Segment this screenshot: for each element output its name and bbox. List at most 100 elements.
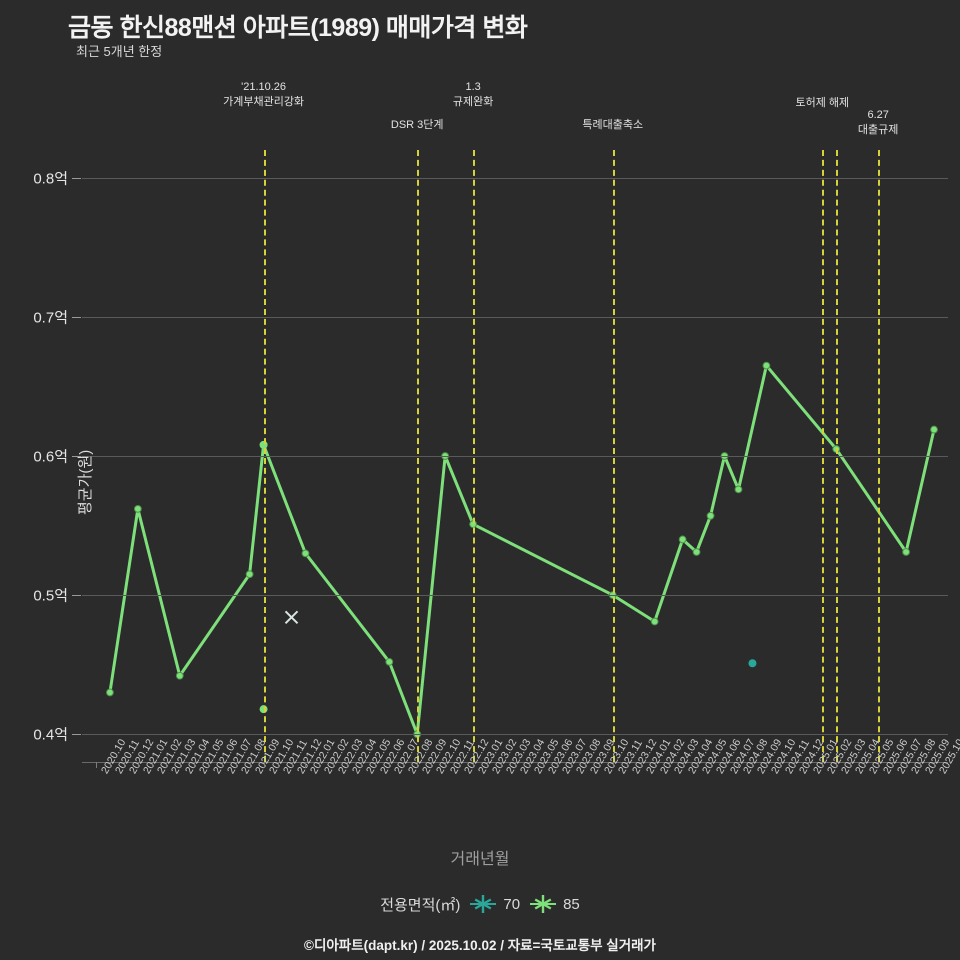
data-point[interactable]: [175, 671, 184, 680]
x-tick-mark: [654, 762, 656, 768]
legend-marker-icon: [470, 895, 497, 913]
legend-label: 70: [503, 895, 521, 913]
annotation-vline: [612, 150, 615, 762]
annotation-line: 6.27: [867, 109, 889, 121]
x-tick-mark: [584, 762, 586, 768]
x-tick-mark: [445, 762, 447, 768]
gridline: [82, 316, 948, 318]
x-tick-mark: [892, 762, 894, 768]
annotation-vline: [878, 150, 881, 762]
y-axis-label: 평균가(원): [77, 449, 94, 515]
legend-item-85[interactable]: 85: [530, 893, 580, 915]
x-tick-mark: [375, 762, 377, 768]
x-tick-mark: [640, 762, 642, 768]
x-tick-mark: [249, 762, 251, 768]
x-tick-mark: [473, 762, 475, 768]
x-tick-mark: [137, 762, 139, 768]
annotation-label: 1.3 규제완화: [453, 80, 493, 110]
data-point[interactable]: [678, 535, 687, 544]
annotation-label: '21.10.26 가계부채관리강화: [223, 80, 304, 110]
data-point[interactable]: [692, 548, 701, 556]
x-tick-mark: [710, 762, 712, 768]
x-tick-mark: [207, 762, 209, 768]
footer-credit: ©디아파트(dapt.kr) / 2025.10.02 / 자료=국토교통부 실…: [304, 938, 656, 953]
page-title: 금동 한신88맨션 아파트(1989) 매매가격 변화: [68, 14, 528, 42]
x-tick-mark: [668, 762, 670, 768]
x-tick-mark: [235, 762, 237, 768]
x-tick-mark: [151, 762, 153, 768]
x-tick-mark: [696, 762, 698, 768]
y-tick-label: 0.8억: [33, 170, 68, 188]
x-tick-mark: [738, 762, 740, 768]
x-tick-mark: [766, 762, 768, 768]
annotation-line: '21.10.26: [241, 81, 287, 93]
annotation-line: 1.3: [465, 81, 481, 93]
annotation-vline: [836, 150, 839, 762]
x-tick-mark: [95, 762, 97, 768]
x-tick-mark: [333, 762, 335, 768]
plot-area: 2020.10 2020.11 2020.12 2021.01 2021.02 2021.…: [77, 150, 960, 776]
y-tick-label: 0.6억: [33, 448, 68, 466]
x-axis-label: 거래년월: [450, 851, 510, 868]
annotation-line: DSR 3단계: [390, 119, 444, 131]
x-tick-mark: [836, 762, 838, 768]
annotation-line: 가계부채관리강화: [223, 95, 305, 108]
data-point[interactable]: [734, 485, 743, 494]
data-point[interactable]: [301, 549, 310, 558]
x-tick-mark: [109, 762, 111, 768]
data-point[interactable]: [748, 659, 757, 668]
annotation-label: DSR 3단계: [391, 118, 444, 133]
x-tick-mark: [487, 762, 489, 768]
x-tick-mark: [780, 762, 782, 768]
x-tick-mark: [417, 762, 419, 768]
legend-marker-icon: [530, 895, 557, 913]
data-point[interactable]: [762, 361, 771, 370]
data-point[interactable]: [133, 504, 142, 513]
x-tick-mark: [906, 762, 908, 768]
chart-subtitle: 최근 5개년 한정: [76, 44, 163, 59]
annotation-vline: [263, 150, 266, 762]
x-tick-mark: [277, 762, 279, 768]
x-tick-mark: [864, 762, 866, 768]
data-point[interactable]: [106, 688, 114, 697]
data-point[interactable]: [706, 511, 715, 520]
y-tick-label: 0.7억: [33, 309, 68, 327]
data-point[interactable]: [650, 617, 659, 626]
annotation-line: 대출규제: [857, 123, 899, 136]
gridline: [82, 177, 948, 179]
data-point[interactable]: [385, 657, 394, 666]
y-tick-mark: [72, 595, 81, 597]
y-tick-label: 0.5억: [33, 587, 68, 605]
x-tick-mark: [515, 762, 516, 768]
x-tick-mark: [193, 762, 195, 768]
x-tick-mark: [165, 762, 167, 768]
chart-legend: 전용면적(㎡) 70 85: [0, 893, 960, 915]
annotation-line: 규제완화: [452, 95, 494, 108]
x-tick-mark: [808, 762, 810, 768]
legend-item-70[interactable]: 70: [470, 893, 520, 915]
series-line: [108, 364, 936, 736]
x-tick-mark: [850, 762, 852, 768]
x-tick-mark: [459, 762, 461, 768]
annotation-vline: [417, 150, 420, 762]
data-point[interactable]: [902, 548, 910, 556]
x-tick-mark: [682, 762, 684, 768]
x-tick-mark: [556, 762, 558, 768]
gridline: [82, 595, 948, 597]
x-tick-mark: [528, 762, 530, 768]
data-point-marker-x[interactable]: [284, 610, 299, 625]
x-tick-mark: [794, 762, 796, 768]
x-tick-mark: [403, 762, 405, 768]
annotation-vline: [473, 150, 476, 762]
annotation-line: 특례대출축소: [582, 119, 644, 131]
x-tick-mark: [612, 762, 614, 768]
data-point[interactable]: [930, 425, 938, 434]
annotation-line: 토허제 해제: [795, 97, 850, 109]
x-tick-mark: [179, 762, 181, 768]
x-tick-mark: [347, 762, 349, 768]
x-tick-mark: [431, 762, 433, 768]
annotation-label: 토허제 해제: [795, 96, 849, 111]
data-point[interactable]: [245, 570, 254, 579]
legend-title: 전용면적(㎡): [380, 896, 461, 914]
